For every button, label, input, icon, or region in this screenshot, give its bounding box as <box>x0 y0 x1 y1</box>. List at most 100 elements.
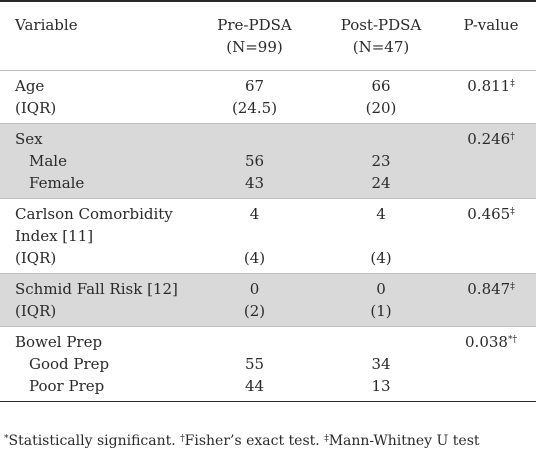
bowel-post-spacer <box>316 331 446 353</box>
age-pre-value: 67 <box>244 77 265 95</box>
cell-sex-p: 0.246† <box>446 123 536 199</box>
cell-bowel-post: 34 13 <box>316 326 446 402</box>
cell-bowel-p: 0.038*† <box>446 326 536 402</box>
sex-pvalue-mark: † <box>510 132 515 142</box>
fall-label: Schmid Fall Risk [12] <box>15 280 178 298</box>
fall-pvalue-number: 0.847 <box>467 280 511 298</box>
age-pvalue-mark: ‡ <box>510 79 515 89</box>
bowel-pre-poor: 44 <box>244 377 265 395</box>
sex-post-spacer <box>316 128 446 150</box>
cell-sex-post: 23 24 <box>316 123 446 199</box>
sex-female-label: Female <box>29 174 85 192</box>
comorbidity-post-spacer <box>316 225 446 247</box>
fall-pvalue: 0.847‡ <box>446 278 536 300</box>
sex-pvalue: 0.246† <box>446 128 536 150</box>
footnote-dagger-text: Fisher’s exact test. <box>184 433 325 449</box>
fall-pvalue-mark: ‡ <box>510 282 515 292</box>
comorbidity-pre-iqr: (4) <box>243 249 266 267</box>
sex-post-female: 24 <box>371 174 391 192</box>
age-label: Age <box>15 77 45 95</box>
comorbidity-post-iqr: (4) <box>370 249 392 267</box>
table-row-bowel-prep: Bowel Prep Good Prep Poor Prep 55 44 34 … <box>0 326 536 402</box>
cell-comorbidity-post: 4 (4) <box>316 198 446 274</box>
bowel-pre-spacer <box>193 331 316 353</box>
results-table: Variable Pre-PDSA (N=99) Post-PDSA (N=47… <box>0 2 536 402</box>
comorbidity-label-line1: Carlson Comorbidity <box>15 205 173 223</box>
bowel-good-label: Good Prep <box>29 355 110 373</box>
age-pre-iqr: (24.5) <box>231 99 278 117</box>
sex-pre-spacer <box>193 128 316 150</box>
sex-pre-female: 43 <box>244 174 265 192</box>
header-pre: Pre-PDSA (N=99) <box>193 2 316 71</box>
comorbidity-iqr-label: (IQR) <box>15 249 57 267</box>
footnote-ddagger-mark: ‡ <box>324 434 329 444</box>
header-pre-label: Pre-PDSA <box>217 16 292 34</box>
table-top-rule <box>0 0 536 2</box>
bowel-label: Bowel Prep <box>15 333 103 351</box>
cell-sex-label: Sex Male Female <box>0 123 193 199</box>
table-header: Variable Pre-PDSA (N=99) Post-PDSA (N=47… <box>0 2 536 71</box>
cell-age-label: Age (IQR) <box>0 70 193 124</box>
cell-bowel-pre: 55 44 <box>193 326 316 402</box>
fall-iqr-label: (IQR) <box>15 302 57 320</box>
age-pvalue: 0.811‡ <box>446 75 536 97</box>
header-post-label: Post-PDSA <box>340 16 422 34</box>
table-row-fall-risk: Schmid Fall Risk [12] (IQR) 0 (2) 0 (1) … <box>0 273 536 327</box>
cell-comorbidity-p: 0.465‡ <box>446 198 536 274</box>
header-post: Post-PDSA (N=47) <box>316 2 446 71</box>
cell-age-pre: 67 (24.5) <box>193 70 316 124</box>
sex-label: Sex <box>15 130 43 148</box>
cell-sex-pre: 56 43 <box>193 123 316 199</box>
footnote-dagger-mark: † <box>180 434 185 444</box>
cell-fall-p: 0.847‡ <box>446 273 536 327</box>
cell-fall-post: 0 (1) <box>316 273 446 327</box>
footnote-star-mark: * <box>4 434 9 444</box>
footnote-ddagger-text: Mann-Whitney U test <box>328 433 480 449</box>
age-post-value: 66 <box>371 77 391 95</box>
cell-fall-pre: 0 (2) <box>193 273 316 327</box>
bowel-pvalue: 0.038*† <box>446 331 536 353</box>
comorbidity-label-line2: Index [11] <box>15 227 94 245</box>
sex-pre-male: 56 <box>244 152 265 170</box>
table-row-age: Age (IQR) 67 (24.5) 66 (20) 0.811‡ <box>0 70 536 124</box>
cell-age-p: 0.811‡ <box>446 70 536 124</box>
table-row-sex: Sex Male Female 56 43 23 24 0.246† <box>0 123 536 199</box>
fall-post-value: 0 <box>376 280 386 298</box>
fall-post-iqr: (1) <box>370 302 392 320</box>
table-footnote: *Statistically significant. †Fisher’s ex… <box>4 432 480 450</box>
table-body: Age (IQR) 67 (24.5) 66 (20) 0.811‡ Se <box>0 70 536 402</box>
sex-pvalue-number: 0.246 <box>467 130 511 148</box>
bowel-pvalue-number: 0.038 <box>465 333 508 351</box>
age-iqr-label: (IQR) <box>15 99 57 117</box>
bowel-poor-label: Poor Prep <box>29 377 105 395</box>
age-pvalue-number: 0.811 <box>467 77 511 95</box>
comorbidity-pvalue: 0.465‡ <box>446 203 536 225</box>
comorbidity-pvalue-number: 0.465 <box>467 205 511 223</box>
cell-bowel-label: Bowel Prep Good Prep Poor Prep <box>0 326 193 402</box>
bowel-pvalue-mark: *† <box>507 335 517 345</box>
bowel-post-poor: 13 <box>371 377 391 395</box>
comorbidity-post-value: 4 <box>376 205 386 223</box>
header-row: Variable Pre-PDSA (N=99) Post-PDSA (N=47… <box>0 2 536 71</box>
sex-post-male: 23 <box>371 152 391 170</box>
table-row-comorbidity: Carlson Comorbidity Index [11] (IQR) 4 (… <box>0 198 536 274</box>
bowel-pre-good: 55 <box>244 355 265 373</box>
cell-fall-label: Schmid Fall Risk [12] (IQR) <box>0 273 193 327</box>
header-post-n: (N=47) <box>352 38 410 56</box>
header-variable: Variable <box>0 2 193 71</box>
cell-comorbidity-pre: 4 (4) <box>193 198 316 274</box>
comorbidity-pre-spacer <box>193 225 316 247</box>
sex-male-label: Male <box>29 152 67 170</box>
cell-comorbidity-label: Carlson Comorbidity Index [11] (IQR) <box>0 198 193 274</box>
header-pvalue: P-value <box>446 2 536 71</box>
comorbidity-pvalue-mark: ‡ <box>510 207 515 217</box>
comorbidity-pre-value: 4 <box>249 205 260 223</box>
footnote-star-text: Statistically significant. <box>8 433 181 449</box>
age-post-iqr: (20) <box>365 99 397 117</box>
fall-pre-value: 0 <box>249 280 260 298</box>
header-variable-label: Variable <box>15 16 78 34</box>
fall-pre-iqr: (2) <box>243 302 266 320</box>
cell-age-post: 66 (20) <box>316 70 446 124</box>
header-pre-n: (N=99) <box>226 38 283 56</box>
